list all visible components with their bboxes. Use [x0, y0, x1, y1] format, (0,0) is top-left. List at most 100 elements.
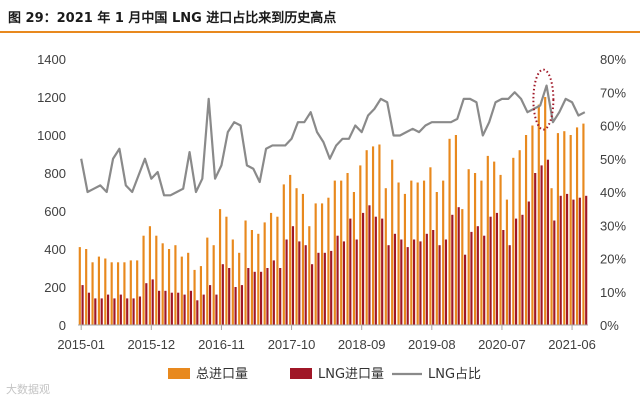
- lng-import-bar: [374, 216, 377, 325]
- lng-import-bar: [94, 298, 97, 325]
- y-left-tick-label: 200: [44, 280, 66, 295]
- lng-import-bar: [138, 296, 142, 325]
- lng-import-bar: [521, 214, 524, 325]
- lng-import-bar: [527, 201, 530, 325]
- total-import-bar: [104, 258, 107, 325]
- lng-import-bar: [151, 279, 154, 325]
- total-import-bar: [193, 269, 196, 325]
- lng-import-bar: [483, 235, 486, 325]
- total-import-bar: [575, 127, 579, 326]
- lng-import-bar: [419, 241, 422, 325]
- total-import-bar: [340, 180, 343, 325]
- lng-import-bar: [463, 254, 467, 325]
- total-import-bar: [244, 220, 247, 325]
- lng-import-bar: [240, 285, 244, 325]
- lng-import-bar: [393, 233, 397, 325]
- lng-import-bar: [406, 247, 409, 325]
- lng-import-bar: [279, 268, 282, 325]
- total-import-bar: [218, 209, 222, 325]
- total-import-bar: [410, 180, 413, 325]
- total-import-bar: [435, 192, 438, 325]
- lng-share-line: [80, 84, 586, 197]
- lng-import-bar: [304, 245, 307, 325]
- peak-highlight-ellipse: [532, 68, 555, 131]
- total-import-bar: [91, 262, 94, 325]
- lng-import-bar: [438, 245, 441, 325]
- total-import-bar: [276, 216, 279, 325]
- figure-title: 图 29：2021 年 1 月中国 LNG 进口占比来到历史高点: [8, 11, 337, 26]
- legend-label: 总进口量: [196, 367, 248, 382]
- total-import-bar: [416, 182, 419, 325]
- lng-import-bar: [119, 294, 122, 325]
- total-import-bar: [212, 245, 215, 325]
- lng-import-bar: [113, 298, 116, 325]
- lng-import-bar: [215, 294, 218, 325]
- lng-import-bar: [585, 195, 588, 325]
- lng-import-bar: [540, 165, 543, 325]
- x-tick-label: 2018-09: [338, 337, 386, 352]
- lng-import-bar: [514, 218, 518, 325]
- total-import-bar: [174, 245, 177, 325]
- total-import-bar: [550, 188, 553, 325]
- lng-import-bar: [317, 252, 320, 325]
- total-import-bar: [161, 243, 164, 325]
- total-import-bar: [397, 182, 400, 325]
- lng-import-bar: [381, 218, 384, 325]
- total-import-bar: [518, 150, 521, 325]
- watermark: 大数据观: [6, 383, 50, 396]
- total-import-bar: [206, 237, 209, 325]
- legend-label: LNG进口量: [318, 367, 384, 382]
- lng-import-bar: [196, 300, 199, 325]
- total-import-bar: [301, 193, 305, 325]
- lng-import-bar: [208, 285, 212, 325]
- title-rule: [0, 31, 640, 33]
- y-right-tick-label: 40%: [600, 185, 626, 200]
- lng-import-bar: [470, 231, 473, 325]
- lng-import-bar: [189, 290, 193, 325]
- total-import-bar: [136, 260, 139, 325]
- total-import-bar: [320, 203, 324, 325]
- total-import-bar: [180, 256, 183, 325]
- total-import-bar: [429, 167, 432, 325]
- lng-import-bar: [157, 290, 161, 325]
- total-import-bar: [314, 203, 317, 325]
- lng-import-bar: [572, 199, 575, 325]
- y-right-tick-label: 30%: [600, 218, 626, 233]
- total-import-bar: [295, 188, 298, 325]
- total-import-bar: [333, 180, 336, 325]
- lng-import-bar: [298, 241, 301, 325]
- lng-import-bar: [349, 218, 352, 325]
- y-left-tick-label: 1400: [37, 52, 66, 67]
- legend-label: LNG占比: [428, 367, 481, 382]
- y-left-tick-label: 400: [44, 242, 66, 257]
- total-import-bar: [187, 252, 190, 325]
- lng-import-bar: [553, 220, 556, 325]
- lng-import-bar: [361, 212, 365, 325]
- lng-import-bar: [502, 230, 505, 325]
- lng-import-bar: [444, 239, 448, 325]
- y-right-tick-label: 70%: [600, 85, 626, 100]
- total-import-bar: [384, 188, 387, 325]
- x-tick-label: 2021-06: [548, 337, 596, 352]
- x-tick-label: 2015-01: [57, 337, 105, 352]
- lng-import-bar: [177, 292, 180, 325]
- total-import-bar: [531, 125, 534, 325]
- ratio-line-layer: [80, 84, 586, 197]
- total-import-bar: [524, 135, 528, 325]
- lng-import-bar: [578, 197, 581, 325]
- lng-import-bar: [87, 292, 91, 325]
- lng-import-bar: [355, 239, 358, 325]
- total-import-bar: [371, 146, 375, 325]
- total-import-bar: [78, 247, 81, 325]
- lng-import-bar: [126, 298, 129, 325]
- lng-import-bar: [451, 214, 454, 325]
- total-import-bar: [327, 197, 330, 325]
- total-import-bar: [480, 180, 483, 325]
- total-import-bar: [346, 173, 349, 325]
- total-import-bar: [263, 222, 266, 325]
- total-import-bar: [97, 256, 101, 325]
- lng-import-bar: [253, 271, 256, 325]
- lng-import-bar: [476, 226, 479, 325]
- total-import-bar: [116, 262, 120, 325]
